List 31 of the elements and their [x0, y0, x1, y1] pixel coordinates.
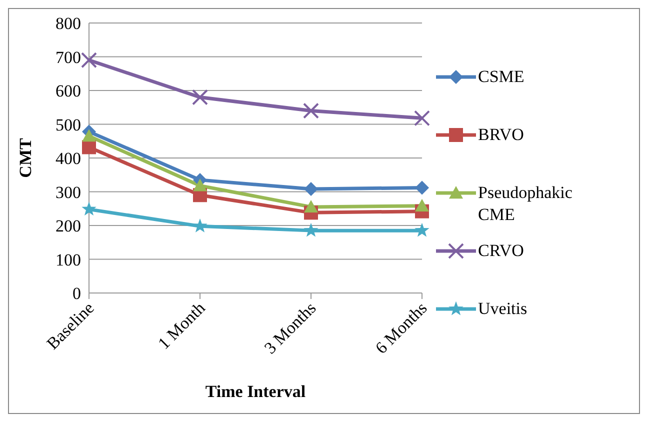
point: [82, 129, 96, 142]
y-tick-label: 700: [56, 48, 81, 67]
y-tick-label: 200: [56, 216, 81, 236]
x-axis-title: Time Interval: [205, 382, 306, 401]
legend-label: BRVO: [478, 124, 525, 146]
legend-label: Pseudophakic CME: [478, 182, 574, 226]
y-tick-label: 800: [56, 14, 81, 34]
point: [192, 218, 208, 232]
point: [82, 202, 96, 216]
y-tick-label: 500: [56, 115, 81, 134]
point: [414, 222, 430, 237]
y-axis-title: CMT: [16, 138, 36, 178]
y-tick-label: 300: [56, 182, 81, 202]
point: [415, 198, 429, 212]
y-tick-label: 0: [72, 284, 81, 304]
legend-label: CRVO: [478, 240, 525, 262]
y-tick-label: 400: [56, 149, 81, 168]
point: [303, 102, 319, 119]
legend-label: CSME: [478, 66, 526, 88]
point: [304, 200, 318, 213]
point: [304, 222, 318, 237]
y-tick-label: 100: [56, 250, 81, 270]
point: [414, 110, 430, 126]
point: [304, 182, 318, 196]
y-tick-label: 600: [56, 82, 81, 101]
point: [82, 140, 96, 154]
legend-label: Uveitis: [478, 298, 528, 320]
point: [193, 178, 207, 192]
point: [192, 89, 208, 106]
point: [415, 180, 429, 195]
point: [81, 52, 97, 68]
